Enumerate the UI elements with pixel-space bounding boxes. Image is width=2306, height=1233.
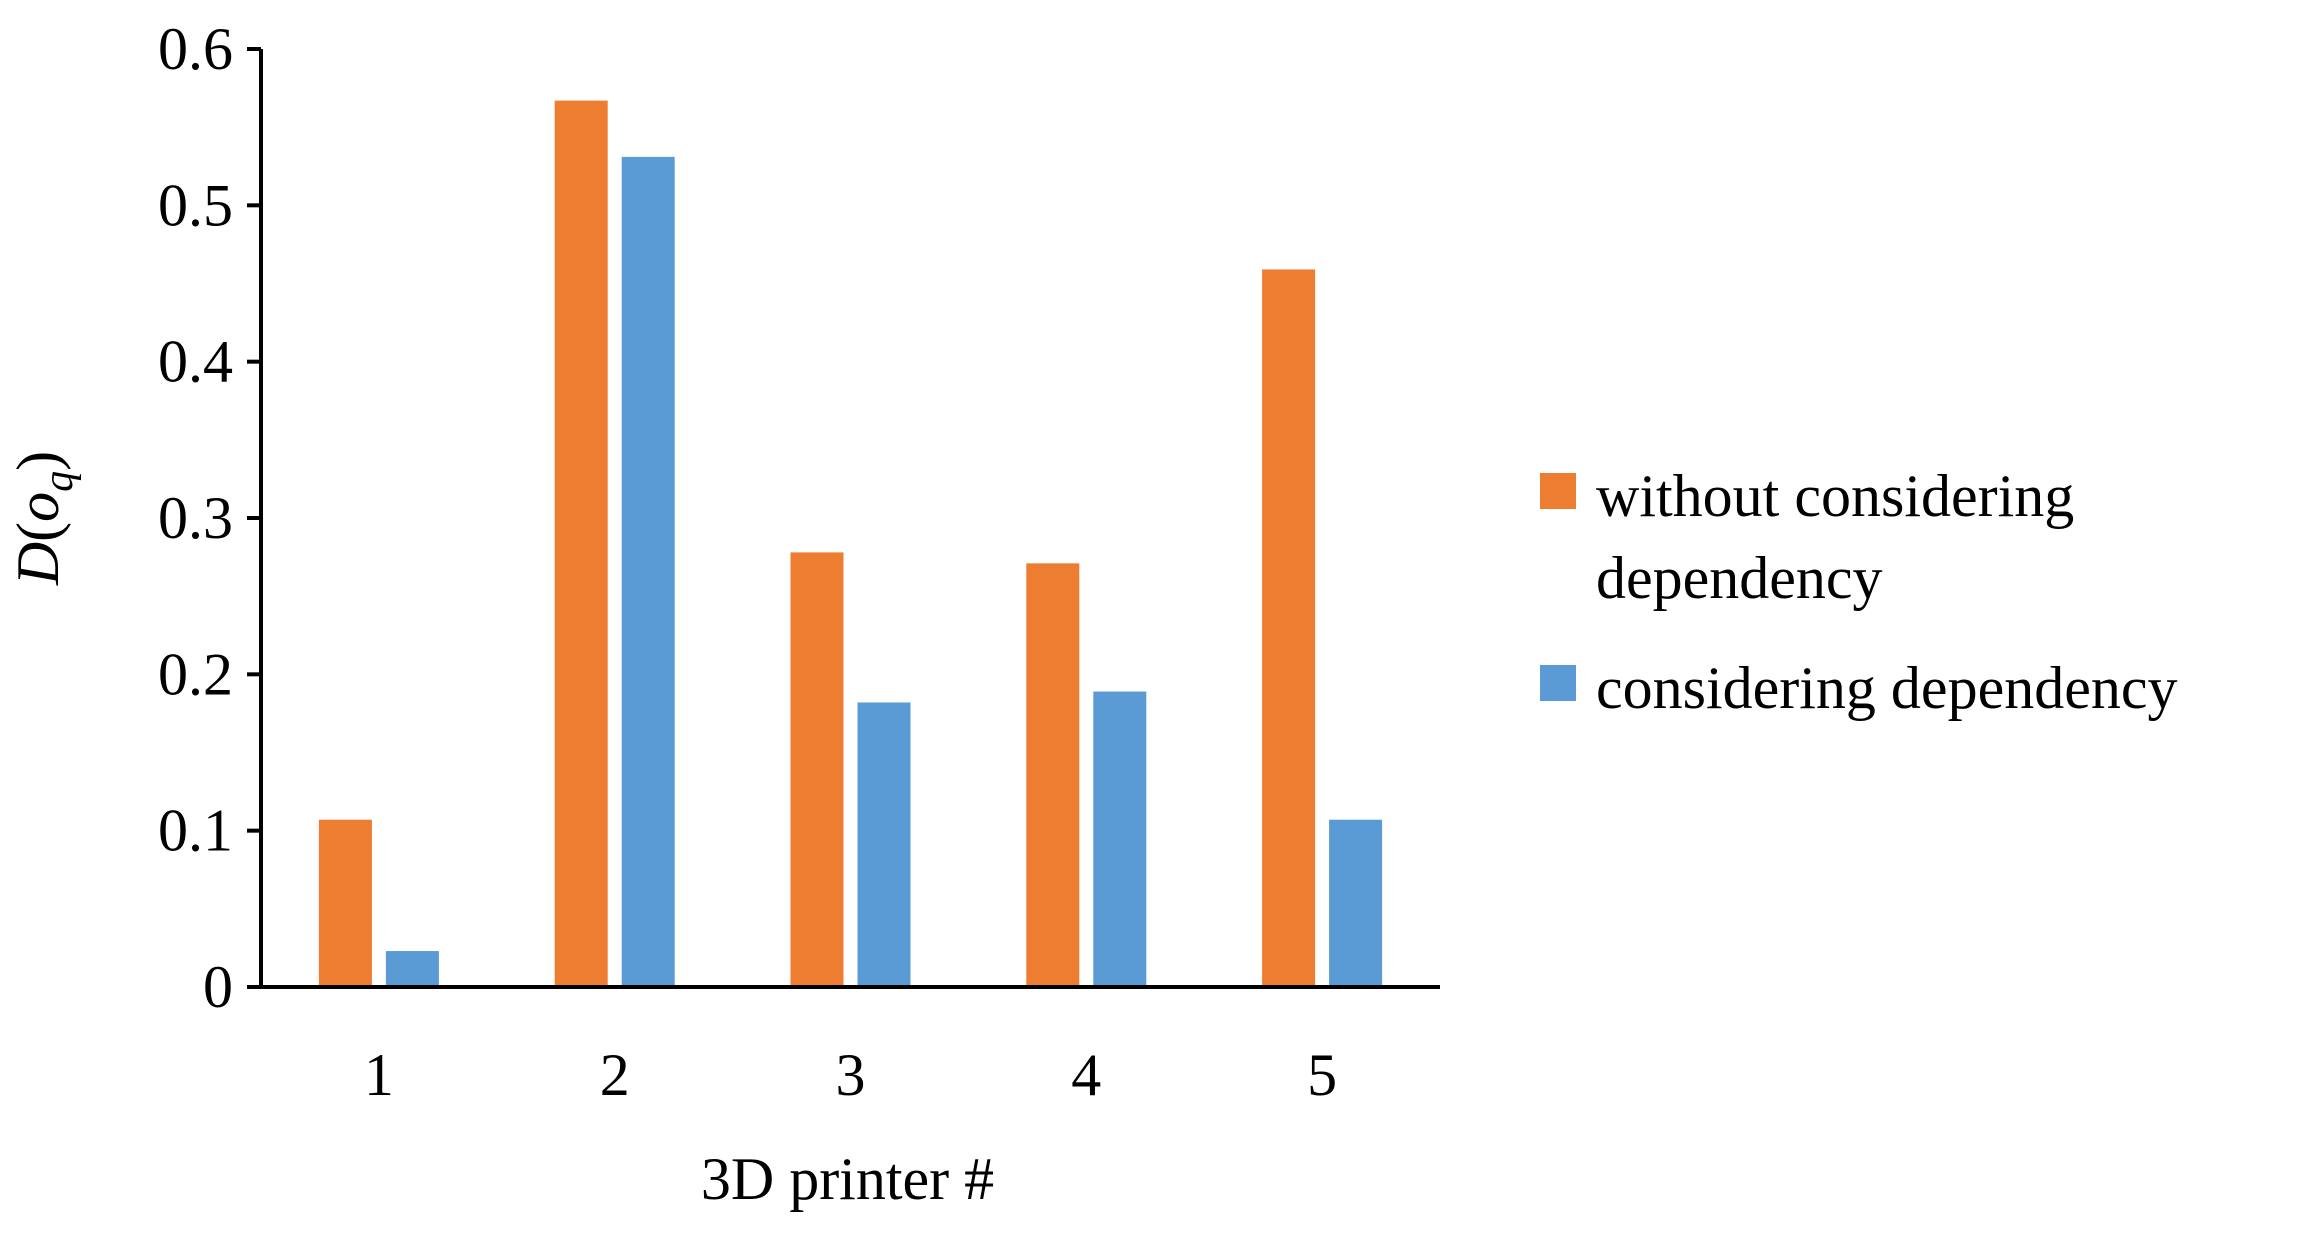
y-tick-label: 0.6 (158, 16, 233, 82)
bar-without-dependency-5 (1262, 269, 1316, 987)
bars (318, 100, 1383, 988)
bar-without-dependency-2 (554, 100, 608, 988)
legend-label: without considering (1596, 463, 2074, 529)
bar-without-dependency-1 (318, 819, 372, 987)
y-axis-title-paren-close: ) (5, 451, 71, 471)
x-tick-label: 3 (836, 1042, 866, 1108)
bar-without-dependency-4 (1026, 563, 1080, 987)
x-tick-label: 4 (1071, 1042, 1101, 1108)
y-tick-label: 0.5 (158, 172, 233, 238)
x-tick-label: 1 (364, 1042, 394, 1108)
y-axis-title: D(oq) (5, 451, 82, 586)
y-axis-title-sub: q (36, 471, 82, 492)
y-tick-label: 0.3 (158, 485, 233, 551)
y-axis-title-paren-open: ( (5, 522, 71, 542)
legend-label: considering dependency (1596, 655, 2177, 721)
bar-with-dependency-5 (1329, 819, 1383, 987)
y-tick-label: 0.4 (158, 329, 233, 395)
y-ticks: 0 0.1 0.2 0.3 0.4 0.5 0.6 (158, 16, 261, 1020)
legend: without considering dependency considering… (1540, 463, 2177, 721)
y-tick-label: 0 (203, 954, 233, 1020)
bar-with-dependency-3 (857, 702, 911, 987)
bar-with-dependency-2 (621, 156, 675, 987)
x-tick-label: 2 (600, 1042, 630, 1108)
x-axis-title: 3D printer # (701, 1146, 994, 1212)
legend-label: dependency (1596, 545, 1883, 611)
y-tick-label: 0.1 (158, 798, 233, 864)
legend-swatch-with-dependency (1540, 665, 1576, 701)
legend-swatch-without-dependency (1540, 473, 1576, 509)
x-ticks: 1 2 3 4 5 (364, 1042, 1337, 1108)
bar-with-dependency-4 (1093, 691, 1147, 987)
x-tick-label: 5 (1307, 1042, 1337, 1108)
bar-with-dependency-1 (385, 951, 439, 987)
y-tick-label: 0.2 (158, 641, 233, 707)
y-axis-title-main: D (5, 542, 71, 586)
bar-without-dependency-3 (790, 552, 844, 987)
y-axis-title-var: o (5, 492, 71, 522)
